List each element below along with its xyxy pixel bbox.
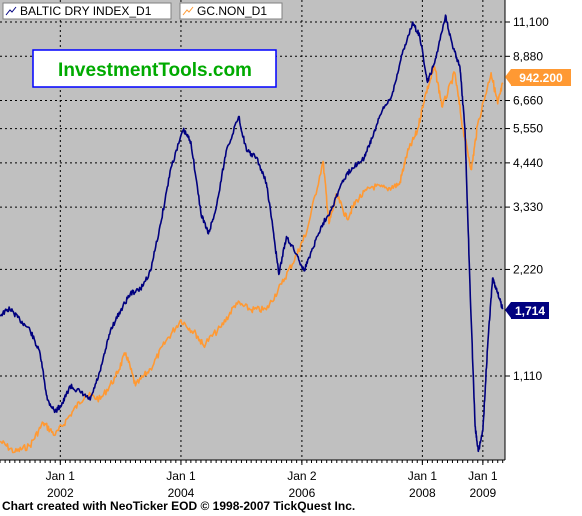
bottom-axis-panel <box>0 460 582 500</box>
baltic-last-value-pointer <box>505 302 511 318</box>
legend-label-baltic: BALTIC DRY INDEX_D1 <box>20 4 152 18</box>
legend-label-gold: GC.NON_D1 <box>197 4 267 18</box>
y-tick-label: 1,110 <box>513 369 542 383</box>
x-tick-label-month: Jan 1 <box>468 469 498 483</box>
gold-last-value-pointer <box>505 69 511 85</box>
x-tick-label-year: 2006 <box>289 486 316 500</box>
baltic-last-value-box <box>511 302 549 319</box>
y-tick-label: 11,100 <box>513 15 549 29</box>
baltic-last-value-marker: 1,714 <box>505 302 549 319</box>
y-tick-label: 5,550 <box>513 122 543 136</box>
legend: BALTIC DRY INDEX_D1 GC.NON_D1 <box>2 2 283 20</box>
series-line-baltic-dry-index <box>0 14 504 453</box>
y-tick-label: 6,660 <box>513 94 543 108</box>
x-tick-label-year: 2009 <box>470 486 497 500</box>
baltic-last-value-text: 1,714 <box>515 304 545 318</box>
x-tick-label-month: Jan 2 <box>287 469 317 483</box>
gold-last-value-marker: 942.200 <box>505 69 571 86</box>
y-tick-label: 4,440 <box>513 156 543 170</box>
gold-last-value-box <box>511 69 571 86</box>
gold-last-value-text: 942.200 <box>519 71 563 85</box>
x-tick-label-year: 2002 <box>47 486 74 500</box>
y-tick-label: 8,880 <box>513 49 543 63</box>
x-tick-label-year: 2004 <box>168 486 195 500</box>
series-layer <box>0 14 504 454</box>
legend-line-icon-baltic <box>5 6 17 16</box>
x-tick-label-month: Jan 1 <box>166 469 196 483</box>
chart-footer: Chart created with NeoTicker EOD © 1998-… <box>2 499 356 513</box>
x-tick-label-month: Jan 1 <box>408 469 438 483</box>
x-tick-label-month: Jan 1 <box>46 469 76 483</box>
watermark-text: InvestmentTools.com <box>58 60 252 81</box>
y-tick-label: 2,220 <box>513 262 543 276</box>
axis-layer: 11,100 8,880 6,660 5,550 4,440 3,330 2,220 1,11… <box>0 15 549 500</box>
legend-line-icon-gold <box>182 6 194 16</box>
watermark-box <box>32 49 277 88</box>
legend-entry-baltic <box>2 2 172 20</box>
x-tick-label-year: 2008 <box>409 486 436 500</box>
y-tick-label: 3,330 <box>513 200 543 214</box>
legend-entry-gold <box>179 2 283 20</box>
